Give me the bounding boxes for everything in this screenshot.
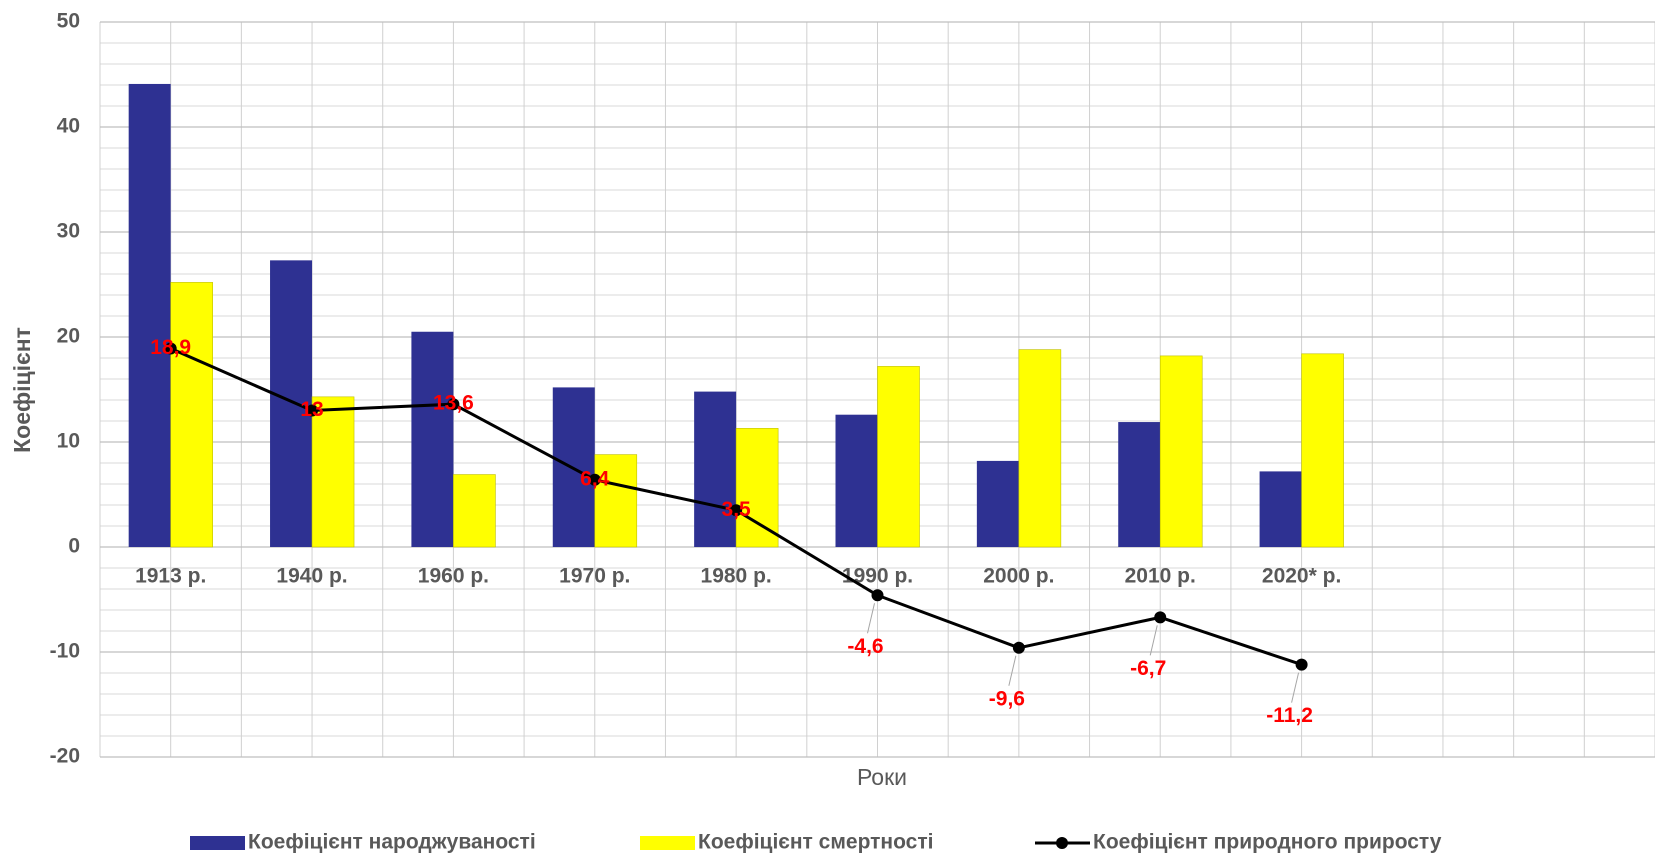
legend-marker xyxy=(1056,837,1068,849)
data-label: 6,4 xyxy=(580,467,610,490)
line-marker xyxy=(588,473,601,486)
leader-line xyxy=(1008,655,1017,686)
legend-label: Коефіцієнт смертності xyxy=(698,831,933,854)
y-tick-label: 30 xyxy=(57,220,80,243)
bar xyxy=(594,454,638,548)
bar xyxy=(270,260,313,547)
leader-line xyxy=(1291,672,1300,703)
y-tick-label: -20 xyxy=(50,745,80,768)
bar xyxy=(1301,353,1344,548)
line-marker xyxy=(447,398,460,411)
line-marker xyxy=(730,504,743,517)
x-tick-label: 2000 р. xyxy=(983,565,1054,588)
x-tick-label: 1940 р. xyxy=(276,565,347,588)
y-tick-label: 40 xyxy=(57,115,80,138)
data-label: 13,6 xyxy=(433,392,474,415)
y-tick-label: 10 xyxy=(57,430,80,453)
data-label: -6,7 xyxy=(1130,657,1166,680)
legend-swatch xyxy=(640,836,695,850)
data-label: -11,2 xyxy=(1266,704,1313,727)
x-tick-label: 1980 р. xyxy=(701,565,772,588)
x-tick-label: 2010 р. xyxy=(1125,565,1196,588)
bar xyxy=(835,414,878,547)
data-label: 18,9 xyxy=(150,336,191,359)
data-label: 3,5 xyxy=(722,498,752,521)
x-tick-label: 1970 р. xyxy=(559,565,630,588)
bar xyxy=(170,282,213,548)
bar xyxy=(311,396,355,548)
data-label: -4,6 xyxy=(847,635,883,658)
line-marker xyxy=(164,342,177,355)
bar xyxy=(877,366,920,548)
line-marker xyxy=(1295,658,1308,671)
bar xyxy=(1159,355,1203,548)
y-tick-label: 20 xyxy=(57,325,80,348)
bar xyxy=(1118,422,1161,547)
line-marker xyxy=(1012,641,1025,654)
x-tick-label: 1960 р. xyxy=(418,565,489,588)
line-marker xyxy=(871,589,884,602)
y-tick-label: 50 xyxy=(57,10,80,33)
data-label: 13 xyxy=(300,398,323,421)
x-tick-label: 2020* р. xyxy=(1262,565,1341,588)
bar xyxy=(735,428,779,548)
bar xyxy=(453,474,496,548)
leader-line xyxy=(1149,625,1158,656)
y-axis-title: Коефіцієнт xyxy=(9,327,35,453)
bar xyxy=(694,391,737,547)
leader-line xyxy=(867,603,875,634)
legend-label: Коефіцієнт народжуваності xyxy=(248,831,536,854)
data-label: -9,6 xyxy=(989,687,1025,710)
bar xyxy=(1018,349,1062,548)
line-marker xyxy=(1154,611,1167,624)
bar xyxy=(976,460,1019,547)
x-tick-label: 1913 р. xyxy=(135,565,206,588)
bar xyxy=(411,331,454,547)
legend-label: Коефіцієнт природного приросту xyxy=(1093,831,1442,854)
y-tick-label: 0 xyxy=(68,535,80,558)
line-marker xyxy=(306,404,319,417)
x-tick-label: 1990 р. xyxy=(842,565,913,588)
y-tick-label: -10 xyxy=(50,640,80,663)
x-axis-title: Роки xyxy=(857,764,907,790)
bar xyxy=(1259,471,1302,547)
legend-swatch xyxy=(190,836,245,850)
bar xyxy=(128,83,171,547)
